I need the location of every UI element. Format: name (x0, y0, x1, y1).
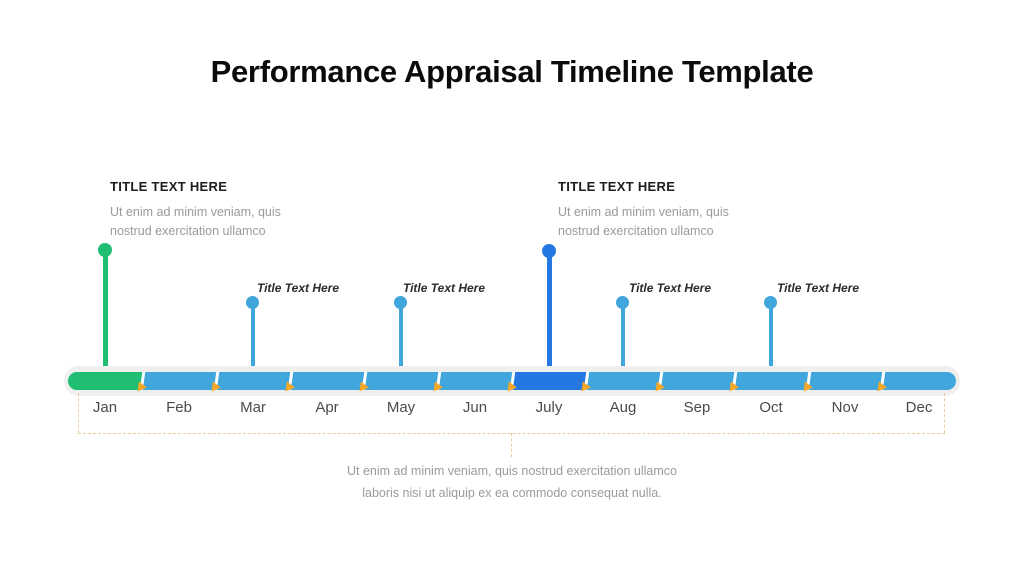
month-label-jan: Jan (92, 399, 118, 416)
timeline-segment-feb (142, 372, 216, 390)
milestone-aug-label: Title Text Here (628, 281, 712, 295)
timeline-segment-nov (808, 372, 882, 390)
month-label-dec: Dec (905, 399, 933, 416)
slide-title: Performance Appraisal Timeline Template (210, 54, 814, 89)
pin-stem (398, 302, 403, 388)
month-label-feb: Feb (166, 399, 192, 416)
milestone-oct-label: Title Text Here (776, 281, 860, 295)
milestone-mar-label: Title Text Here (256, 281, 340, 295)
pin-stem (546, 251, 552, 390)
footnote-line1: Ut enim ad minim veniam, quis nostrud ex… (347, 464, 677, 478)
timeline-segment-jun (438, 372, 512, 390)
milestone-oct-pin (764, 296, 777, 388)
month-label-oct: Oct (759, 399, 783, 416)
milestone-jan-pin (98, 243, 112, 389)
milestone-may-label: Title Text Here (402, 281, 486, 295)
month-label-apr: Apr (315, 399, 339, 416)
milestone-july-body-line1: Ut enim ad minim veniam, quis (558, 205, 729, 219)
milestone-july-body: Ut enim ad minim veniam, quis nostrud ex… (558, 203, 788, 240)
milestone-mar-pin (246, 296, 259, 388)
month-label-sep: Sep (683, 399, 711, 416)
month-label-nov: Nov (831, 399, 859, 416)
month-label-aug: Aug (609, 399, 637, 416)
timeline-segment-aug (586, 372, 660, 390)
month-label-mar: Mar (240, 399, 266, 416)
milestone-jan-body-line2: nostrud exercitation ullamco (110, 223, 266, 238)
milestone-july-pin (542, 244, 556, 390)
milestone-july-title: TITLE TEXT HERE (558, 179, 676, 194)
milestone-jan-body: Ut enim ad minim veniam, quis nostrud ex… (110, 203, 340, 240)
milestone-july-body-line2: nostrud exercitation ullamco (558, 223, 714, 238)
month-labels-row: Jan Feb Mar Apr May Jun July Aug Sep Oct… (68, 399, 956, 416)
pin-stem (102, 250, 108, 389)
footnote-line2: laboris nisi ut aliquip ex ea commodo co… (362, 486, 662, 500)
timeline-segment-dec (882, 372, 956, 390)
milestone-jan-body-line1: Ut enim ad minim veniam, quis (110, 205, 281, 219)
bracket-left-line (78, 393, 79, 433)
pin-stem (250, 302, 255, 388)
timeline-bar (68, 372, 956, 390)
milestone-july-callout: TITLE TEXT HERE Ut enim ad minim veniam,… (558, 179, 788, 240)
month-label-may: May (386, 399, 416, 416)
bracket-right-line (944, 393, 945, 433)
footnote: Ut enim ad minim veniam, quis nostrud ex… (0, 460, 1024, 504)
milestone-aug-pin (616, 296, 629, 388)
timeline-segment-oct (734, 372, 808, 390)
timeline-segment-mar (216, 372, 290, 390)
bracket-center-stub (511, 433, 512, 457)
pin-stem (768, 302, 773, 388)
timeline-segment-may (364, 372, 438, 390)
timeline-segment-sep (660, 372, 734, 390)
milestone-jan-callout: TITLE TEXT HERE Ut enim ad minim veniam,… (110, 179, 340, 240)
milestone-jan-title: TITLE TEXT HERE (110, 179, 228, 194)
month-label-july: July (535, 399, 563, 416)
milestone-may-pin (394, 296, 407, 388)
month-label-jun: Jun (462, 399, 488, 416)
timeline-segment-apr (290, 372, 364, 390)
pin-stem (620, 302, 625, 388)
timeline-segment-july (512, 372, 586, 390)
timeline-segment-jan (68, 372, 142, 390)
